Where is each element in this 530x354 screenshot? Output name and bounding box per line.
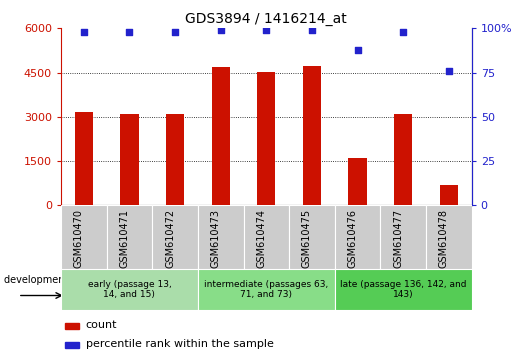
Bar — [61, 269, 198, 310]
Bar — [211, 67, 230, 205]
Bar — [65, 323, 80, 329]
Point — [125, 29, 134, 35]
Point — [216, 27, 225, 33]
Text: GSM610478: GSM610478 — [439, 209, 449, 268]
Bar — [381, 205, 426, 269]
Bar — [303, 66, 321, 205]
Bar — [289, 205, 335, 269]
Bar — [349, 158, 367, 205]
Text: GSM610476: GSM610476 — [348, 209, 358, 268]
Point — [399, 29, 408, 35]
Text: GSM610474: GSM610474 — [257, 209, 266, 268]
Text: percentile rank within the sample: percentile rank within the sample — [86, 339, 273, 349]
Text: intermediate (passages 63,
71, and 73): intermediate (passages 63, 71, and 73) — [204, 280, 329, 299]
Bar — [257, 72, 276, 205]
Text: early (passage 13,
14, and 15): early (passage 13, 14, and 15) — [87, 280, 171, 299]
Text: late (passage 136, 142, and
143): late (passage 136, 142, and 143) — [340, 280, 466, 299]
Bar — [152, 205, 198, 269]
Text: GSM610477: GSM610477 — [393, 209, 403, 268]
Bar — [335, 205, 381, 269]
Point — [354, 47, 362, 52]
Text: GSM610472: GSM610472 — [165, 209, 175, 268]
Bar — [426, 205, 472, 269]
Bar — [166, 114, 184, 205]
Bar — [61, 205, 107, 269]
Bar — [75, 113, 93, 205]
Point — [262, 27, 270, 33]
Bar — [243, 205, 289, 269]
Bar — [198, 269, 335, 310]
Point — [308, 27, 316, 33]
Bar — [120, 114, 138, 205]
Bar — [198, 205, 243, 269]
Point — [445, 68, 453, 74]
Text: GSM610471: GSM610471 — [119, 209, 129, 268]
Text: GSM610470: GSM610470 — [74, 209, 84, 268]
Text: count: count — [86, 320, 117, 330]
Point — [171, 29, 179, 35]
Bar — [65, 342, 80, 348]
Title: GDS3894 / 1416214_at: GDS3894 / 1416214_at — [186, 12, 347, 26]
Bar — [394, 114, 412, 205]
Bar — [440, 185, 458, 205]
Text: GSM610473: GSM610473 — [211, 209, 220, 268]
Text: GSM610475: GSM610475 — [302, 209, 312, 268]
Bar — [335, 269, 472, 310]
Point — [80, 29, 88, 35]
Bar — [107, 205, 152, 269]
Text: development stage: development stage — [4, 275, 98, 285]
